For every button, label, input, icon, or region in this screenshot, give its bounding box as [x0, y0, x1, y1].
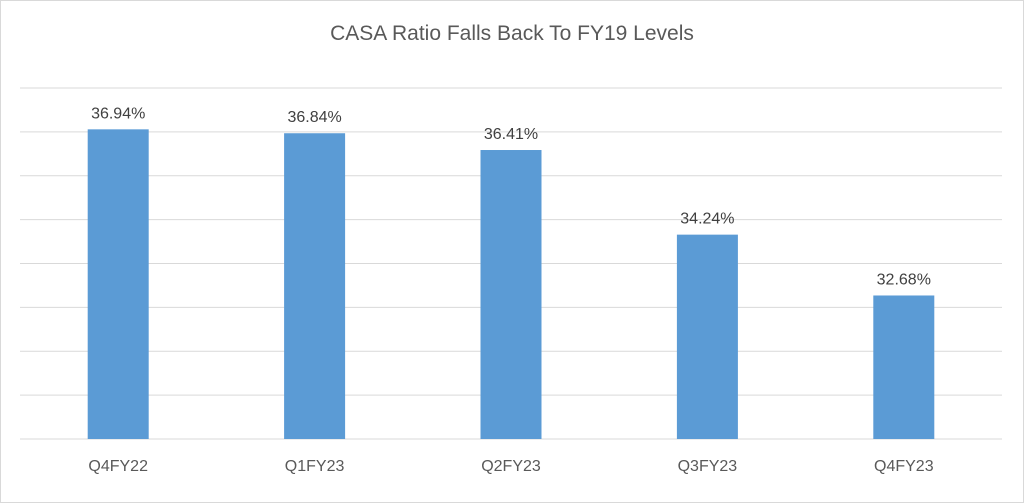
- chart-title: CASA Ratio Falls Back To FY19 Levels: [330, 22, 694, 45]
- data-label-q3fy23: 34.24%: [680, 211, 734, 228]
- data-label-q4fy23: 32.68%: [877, 271, 931, 288]
- bar-q3fy23: [676, 234, 738, 439]
- bar-q1fy23: [284, 133, 346, 440]
- data-labels: 36.94% 36.84% 36.41% 34.24% 32.68%: [91, 105, 931, 288]
- x-tick-q1fy23: Q1FY23: [285, 458, 345, 475]
- x-tick-q4fy22: Q4FY22: [88, 458, 148, 475]
- data-label-q2fy23: 36.41%: [484, 126, 538, 143]
- x-tick-q3fy23: Q3FY23: [678, 458, 738, 475]
- x-tick-labels: Q4FY22 Q1FY23 Q2FY23 Q3FY23 Q4FY23: [88, 458, 933, 475]
- bar-q2fy23: [480, 150, 542, 439]
- x-tick-q2fy23: Q2FY23: [481, 458, 541, 475]
- bar-q4fy22: [87, 129, 149, 439]
- data-label-q1fy23: 36.84%: [287, 109, 341, 126]
- x-tick-q4fy23: Q4FY23: [874, 458, 934, 475]
- bars: [87, 129, 935, 440]
- data-label-q4fy22: 36.94%: [91, 105, 145, 122]
- bar-q4fy23: [873, 295, 935, 439]
